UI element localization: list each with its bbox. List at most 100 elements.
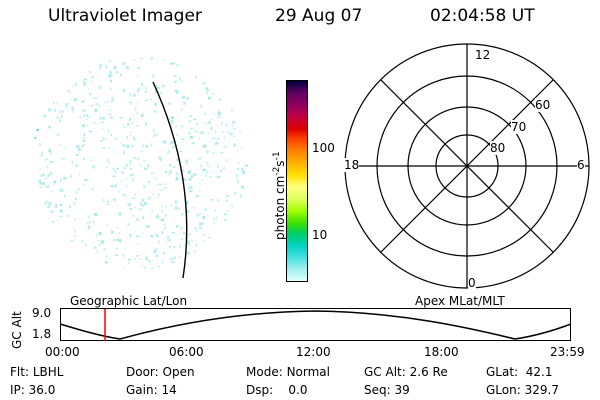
imager-speckle (144, 122, 148, 126)
imager-speckle (114, 184, 118, 188)
imager-speckle (148, 260, 152, 263)
imager-speckle (144, 99, 148, 101)
timeline-x-1200: 12:00 (296, 345, 331, 359)
status-gain: Gain: 14 (126, 383, 177, 397)
imager-speckle (182, 232, 186, 235)
imager-speckle (75, 230, 77, 233)
imager-speckle (150, 172, 154, 174)
imager-speckle (196, 229, 198, 232)
imager-speckle (154, 176, 156, 178)
imager-speckle (39, 168, 41, 170)
imager-speckle (163, 226, 166, 230)
imager-speckle (130, 163, 132, 166)
imager-speckle (93, 122, 97, 124)
imager-speckle (105, 255, 108, 258)
imager-speckle (144, 256, 148, 259)
imager-speckle (155, 185, 158, 186)
imager-speckle (122, 62, 126, 65)
imager-speckle (188, 178, 192, 181)
imager-speckle (119, 116, 123, 119)
imager-speckle (136, 158, 140, 160)
imager-speckle (106, 166, 108, 168)
colorbar-gradient (287, 81, 307, 281)
imager-speckle (188, 186, 192, 190)
imager-speckle (113, 150, 115, 153)
imager-speckle (201, 172, 203, 176)
imager-speckle (127, 122, 130, 126)
imager-speckle (111, 168, 115, 171)
imager-speckle (180, 226, 184, 230)
imager-speckle (105, 261, 108, 264)
imager-speckle (174, 139, 177, 142)
imager-speckle (47, 185, 50, 188)
imager-speckle (55, 116, 60, 119)
imager-speckle (122, 124, 125, 127)
timeline-x-2359: 23:59 (550, 345, 585, 359)
imager-speckle (149, 98, 152, 101)
imager-speckle (106, 224, 108, 227)
imager-speckle (147, 164, 150, 168)
imager-speckle (169, 163, 171, 167)
imager-speckle (204, 174, 207, 177)
imager-speckle (181, 80, 183, 83)
imager-speckle (181, 138, 185, 140)
imager-speckle (203, 144, 207, 148)
status-value: 42.1 (525, 365, 553, 379)
imager-speckle (154, 102, 157, 107)
imager-speckle (61, 115, 63, 118)
imager-speckle (206, 150, 209, 154)
imager-speckle (113, 198, 116, 201)
imager-speckle (50, 150, 52, 153)
imager-speckle (130, 160, 132, 164)
imager-speckle (223, 213, 227, 216)
imager-speckle (142, 160, 147, 162)
imager-speckle (108, 147, 111, 149)
imager-speckle (141, 198, 145, 202)
imager-speckle (70, 174, 73, 178)
imager-speckle (48, 125, 51, 129)
imager-speckle (195, 243, 198, 247)
imager-speckle (161, 84, 165, 88)
imager-speckle (64, 146, 67, 148)
imager-speckle (180, 108, 183, 111)
imager-speckle (46, 199, 48, 204)
imager-speckle (160, 218, 164, 222)
imager-speckle (176, 225, 179, 228)
imager-speckle (226, 195, 230, 197)
imager-speckle (172, 145, 175, 149)
imager-speckle (206, 165, 210, 167)
imager-speckle (202, 82, 206, 85)
imager-speckle (48, 147, 51, 151)
imager-speckle (223, 146, 227, 148)
imager-speckle (127, 258, 132, 261)
imager-speckle (188, 115, 192, 117)
imager-speckle (49, 153, 52, 155)
imager-speckle (136, 235, 140, 238)
imager-speckle (156, 254, 158, 257)
imager-speckle (122, 193, 125, 197)
imager-speckle (140, 232, 144, 234)
imager-speckle (170, 62, 173, 65)
imager-speckle (43, 114, 46, 117)
imager-speckle (229, 133, 232, 136)
status-value: Open (162, 365, 195, 379)
imager-speckle (169, 141, 173, 145)
imager-speckle (198, 190, 201, 192)
imager-speckle (175, 171, 178, 174)
imager-speckle (185, 162, 189, 165)
imager-speckle (103, 137, 106, 140)
colorbar-unit-label: photon cm-2s-1 (272, 151, 287, 240)
imager-speckle (188, 240, 190, 242)
imager-speckle (82, 157, 86, 161)
imager-speckle (134, 258, 137, 260)
imager-speckle (189, 114, 192, 118)
imager-speckle (208, 89, 210, 92)
imager-speckle (155, 215, 160, 219)
imager-speckle (73, 201, 76, 205)
lat-label-60: 60 (535, 98, 551, 112)
status-label: Door: (126, 365, 159, 379)
imager-speckle (88, 71, 92, 73)
imager-speckle (82, 139, 86, 143)
imager-speckle (173, 62, 175, 65)
imager-speckle (53, 180, 57, 184)
